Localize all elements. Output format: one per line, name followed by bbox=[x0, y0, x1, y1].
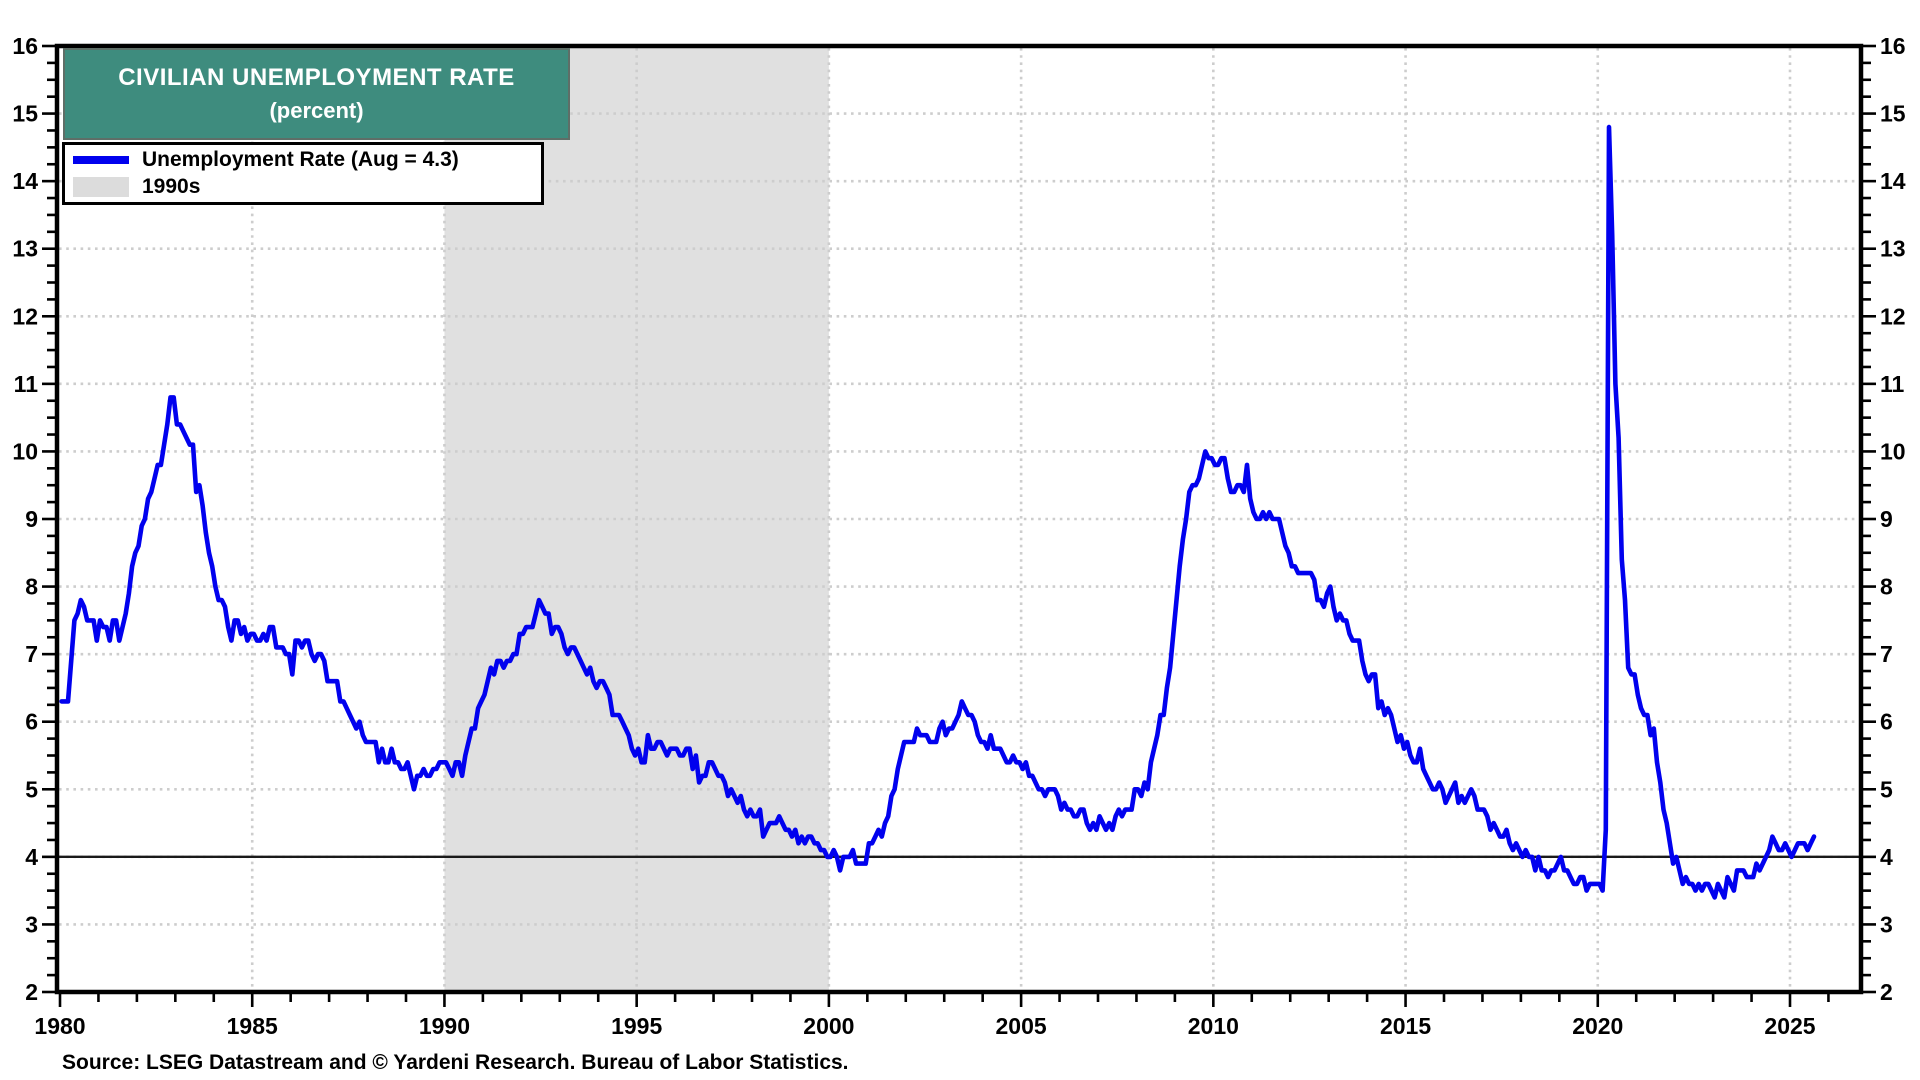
svg-text:1980: 1980 bbox=[34, 1013, 85, 1039]
svg-text:2: 2 bbox=[1880, 979, 1893, 1005]
svg-text:1990: 1990 bbox=[419, 1013, 470, 1039]
chart-title: CIVILIAN UNEMPLOYMENT RATE bbox=[118, 63, 515, 91]
legend-label: 1990s bbox=[142, 174, 201, 198]
svg-text:11: 11 bbox=[1880, 371, 1905, 397]
gridlines bbox=[59, 48, 1859, 990]
source-attribution: Source: LSEG Datastream and © Yardeni Re… bbox=[62, 1051, 849, 1074]
svg-text:1995: 1995 bbox=[611, 1013, 662, 1039]
svg-text:7: 7 bbox=[1880, 641, 1893, 667]
svg-text:6: 6 bbox=[25, 709, 38, 735]
svg-text:5: 5 bbox=[1880, 776, 1893, 802]
svg-text:1985: 1985 bbox=[227, 1013, 278, 1039]
legend-item-1990s-band: 1990s bbox=[73, 174, 533, 201]
svg-text:12: 12 bbox=[1880, 303, 1906, 329]
svg-text:4: 4 bbox=[1880, 844, 1893, 870]
svg-text:13: 13 bbox=[1880, 236, 1906, 262]
svg-text:14: 14 bbox=[1880, 168, 1906, 194]
line-swatch-icon bbox=[73, 156, 129, 165]
svg-text:10: 10 bbox=[12, 438, 38, 464]
svg-text:2020: 2020 bbox=[1572, 1013, 1623, 1039]
svg-text:3: 3 bbox=[1880, 911, 1893, 937]
svg-text:2005: 2005 bbox=[996, 1013, 1047, 1039]
plot-frame bbox=[54, 43, 1864, 995]
svg-text:3: 3 bbox=[25, 911, 38, 937]
svg-text:9: 9 bbox=[1880, 506, 1893, 532]
svg-text:7: 7 bbox=[25, 641, 38, 667]
svg-text:11: 11 bbox=[14, 371, 39, 397]
svg-text:16: 16 bbox=[1880, 33, 1906, 59]
svg-text:15: 15 bbox=[1880, 101, 1906, 127]
svg-text:15: 15 bbox=[12, 101, 38, 127]
svg-text:2015: 2015 bbox=[1380, 1013, 1431, 1039]
legend: Unemployment Rate (Aug = 4.3) 1990s bbox=[62, 142, 544, 205]
svg-text:2000: 2000 bbox=[803, 1013, 854, 1039]
svg-text:5: 5 bbox=[25, 776, 38, 802]
axis-ticks bbox=[42, 44, 1876, 1007]
svg-text:2010: 2010 bbox=[1188, 1013, 1239, 1039]
svg-text:4: 4 bbox=[25, 844, 38, 870]
svg-text:6: 6 bbox=[1880, 709, 1893, 735]
svg-text:12: 12 bbox=[12, 303, 38, 329]
chart-title-box: CIVILIAN UNEMPLOYMENT RATE (percent) bbox=[63, 48, 570, 140]
svg-text:2: 2 bbox=[25, 979, 38, 1005]
svg-text:16: 16 bbox=[12, 33, 38, 59]
chart-subtitle: (percent) bbox=[269, 98, 364, 124]
svg-text:10: 10 bbox=[1880, 438, 1906, 464]
svg-text:8: 8 bbox=[25, 574, 38, 600]
axis-labels: 2 2 3 3 4 4 5 5 6 6 7 7 8 8 9 9 10 10 11 11 12 12 13 13 14 14 15 15… bbox=[12, 33, 1905, 1039]
unemployment-rate-line bbox=[59, 124, 1817, 900]
svg-text:14: 14 bbox=[12, 168, 38, 194]
legend-item-unemployment-rate: Unemployment Rate (Aug = 4.3) bbox=[73, 147, 533, 174]
svg-text:13: 13 bbox=[12, 236, 38, 262]
legend-label: Unemployment Rate (Aug = 4.3) bbox=[142, 148, 459, 172]
svg-text:9: 9 bbox=[25, 506, 38, 532]
band-swatch-icon bbox=[73, 176, 129, 197]
svg-text:8: 8 bbox=[1880, 574, 1893, 600]
svg-text:2025: 2025 bbox=[1764, 1013, 1815, 1039]
